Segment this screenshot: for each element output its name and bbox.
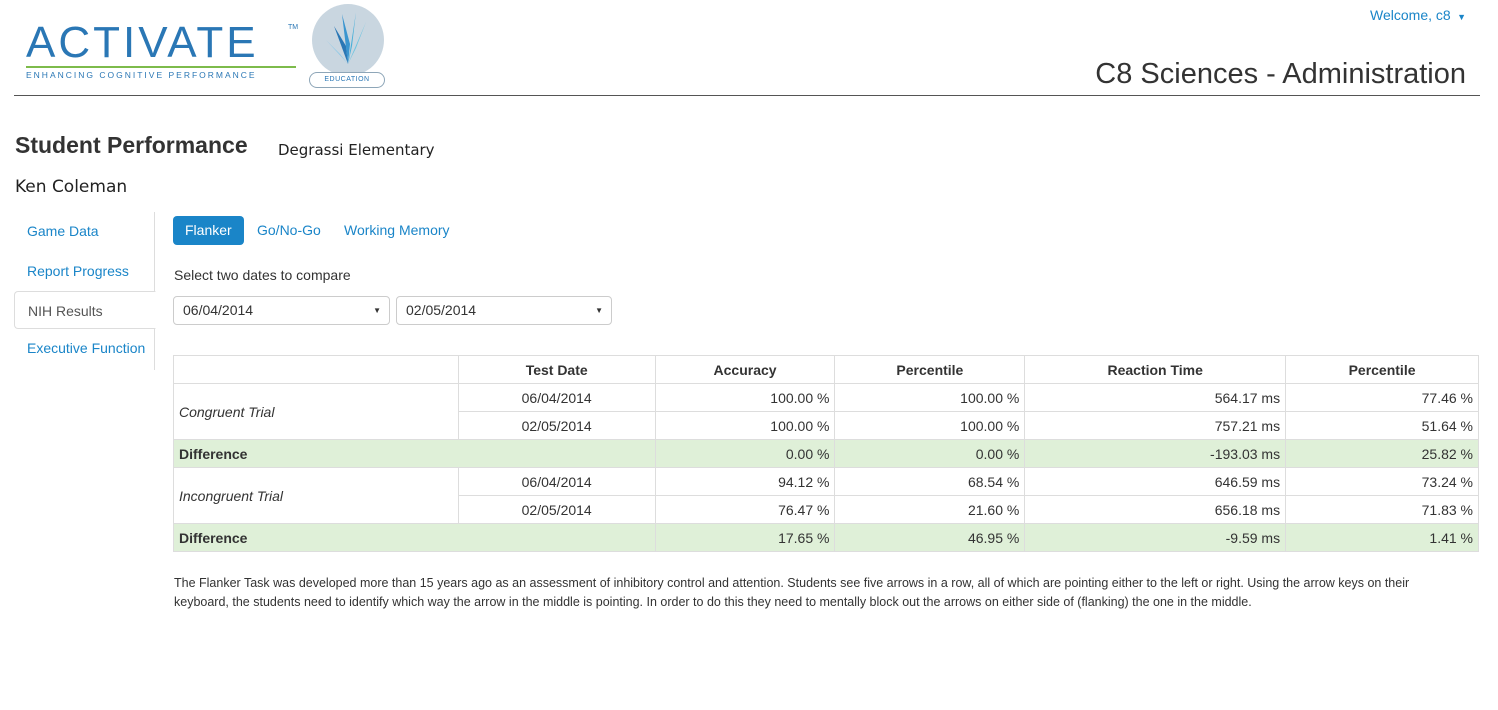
caret-down-icon: ▼ <box>1454 12 1466 22</box>
difference-label: Difference <box>173 523 656 552</box>
tab-go-no-go[interactable]: Go/No-Go <box>257 222 321 238</box>
nih-results-table: Test Date Accuracy Percentile Reaction T… <box>173 355 1479 552</box>
welcome-label: Welcome, c8 <box>1370 7 1451 23</box>
percentile-cell: 100.00 % <box>834 383 1026 412</box>
logo-emblem-icon <box>312 4 384 76</box>
difference-label: Difference <box>173 439 656 468</box>
school-name: Degrassi Elementary <box>278 141 435 159</box>
test-date-cell: 02/05/2014 <box>457 411 656 440</box>
chevron-down-icon: ▼ <box>595 306 603 315</box>
rt-percentile-cell: 73.24 % <box>1285 467 1479 496</box>
compare-label: Select two dates to compare <box>174 267 351 283</box>
logo-education-badge: EDUCATION <box>309 72 385 88</box>
test-date-cell: 06/04/2014 <box>457 467 656 496</box>
percentile-diff-cell: 46.95 % <box>834 523 1026 552</box>
activate-logo[interactable]: ACTIVATE TM ENHANCING COGNITIVE PERFORMA… <box>26 4 386 90</box>
sidenav-item-game-data[interactable]: Game Data <box>27 223 99 239</box>
percentile-cell: 100.00 % <box>834 411 1026 440</box>
rt-percentile-diff-cell: 25.82 % <box>1285 439 1479 468</box>
column-header: Test Date <box>457 355 656 384</box>
date2-select[interactable]: 02/05/2014 ▼ <box>396 296 612 325</box>
flanker-description: The Flanker Task was developed more than… <box>174 576 1410 609</box>
rt-percentile-diff-cell: 1.41 % <box>1285 523 1479 552</box>
tab-working-memory[interactable]: Working Memory <box>344 222 450 238</box>
logo-trademark: TM <box>288 24 299 31</box>
test-date-cell: 06/04/2014 <box>457 383 656 412</box>
accuracy-cell: 94.12 % <box>654 467 836 496</box>
tab-flanker[interactable]: Flanker <box>173 216 244 245</box>
column-header: Percentile <box>834 355 1026 384</box>
rt-percentile-cell: 51.64 % <box>1285 411 1479 440</box>
side-navigation: Game Data Report Progress NIH Results Ex… <box>14 212 156 370</box>
column-header <box>173 355 459 384</box>
table-row: Incongruent Trial 06/04/2014 94.12 % 68.… <box>173 467 1479 524</box>
difference-row: Difference 0.00 % 0.00 % -193.03 ms 25.8… <box>173 439 1479 468</box>
student-name: Ken Coleman <box>15 177 128 197</box>
reaction-time-diff-cell: -193.03 ms <box>1024 439 1287 468</box>
trial-label: Congruent Trial <box>173 383 459 440</box>
difference-row: Difference 17.65 % 46.95 % -9.59 ms 1.41… <box>173 523 1479 552</box>
trial-label: Incongruent Trial <box>173 467 459 524</box>
table-row: 02/05/2014 100.00 % 100.00 % 757.21 ms 5… <box>174 411 1479 440</box>
page-title: Student Performance <box>15 132 248 158</box>
percentile-cell: 68.54 % <box>834 467 1026 496</box>
table-row: Congruent Trial 06/04/2014 100.00 % 100.… <box>173 383 1479 440</box>
accuracy-diff-cell: 17.65 % <box>654 523 836 552</box>
percentile-cell: 21.60 % <box>834 495 1026 524</box>
reaction-time-cell: 564.17 ms <box>1024 383 1287 412</box>
sidenav-item-nih-results[interactable]: NIH Results <box>14 291 156 329</box>
table-header-row: Test Date Accuracy Percentile Reaction T… <box>173 355 1479 384</box>
accuracy-cell: 100.00 % <box>654 411 836 440</box>
logo-underline <box>26 66 296 68</box>
column-header: Percentile <box>1285 355 1479 384</box>
reaction-time-diff-cell: -9.59 ms <box>1024 523 1287 552</box>
rt-percentile-cell: 71.83 % <box>1285 495 1479 524</box>
date2-value: 02/05/2014 <box>406 302 477 318</box>
rt-percentile-cell: 77.46 % <box>1285 383 1479 412</box>
reaction-time-cell: 646.59 ms <box>1024 467 1287 496</box>
sidenav-item-executive-function[interactable]: Executive Function <box>27 340 146 356</box>
reaction-time-cell: 656.18 ms <box>1024 495 1287 524</box>
logo-tagline: ENHANCING COGNITIVE PERFORMANCE <box>26 70 257 80</box>
accuracy-cell: 76.47 % <box>654 495 836 524</box>
percentile-diff-cell: 0.00 % <box>834 439 1026 468</box>
date1-select[interactable]: 06/04/2014 ▼ <box>173 296 390 325</box>
table-row: 02/05/2014 76.47 % 21.60 % 656.18 ms 71.… <box>174 495 1479 524</box>
accuracy-diff-cell: 0.00 % <box>654 439 836 468</box>
welcome-menu[interactable]: Welcome, c8 ▼ <box>1370 7 1466 23</box>
date1-value: 06/04/2014 <box>183 302 254 318</box>
column-header: Accuracy <box>654 355 836 384</box>
sidenav-item-report-progress[interactable]: Report Progress <box>27 263 129 279</box>
chevron-down-icon: ▼ <box>373 306 381 315</box>
header: ACTIVATE TM ENHANCING COGNITIVE PERFORMA… <box>14 0 1480 96</box>
reaction-time-cell: 757.21 ms <box>1024 411 1287 440</box>
column-header: Reaction Time <box>1024 355 1287 384</box>
app-title: C8 Sciences - Administration <box>1095 58 1466 90</box>
test-date-cell: 02/05/2014 <box>457 495 656 524</box>
logo-wordmark: ACTIVATE <box>26 18 259 67</box>
accuracy-cell: 100.00 % <box>654 383 836 412</box>
